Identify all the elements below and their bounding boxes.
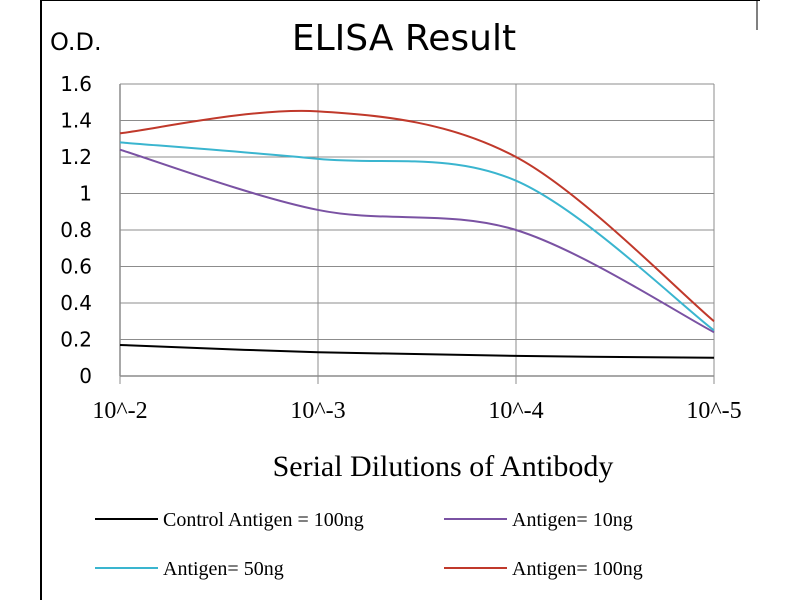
y-tick-label: 0.4 bbox=[60, 291, 92, 315]
y-tick-label: 1.6 bbox=[60, 72, 92, 96]
y-tick-label: 0 bbox=[79, 364, 92, 388]
series-line-0 bbox=[119, 343, 715, 359]
y-axis-label: O.D. bbox=[50, 28, 102, 56]
legend: Control Antigen = 100ng Antigen= 10ng Anti… bbox=[95, 509, 643, 580]
series-line-2 bbox=[119, 141, 715, 332]
series-lines bbox=[119, 109, 715, 359]
x-tick-labels: 10^-2 10^-3 10^-4 10^-5 bbox=[92, 398, 741, 424]
x-tick-label: 10^-5 bbox=[686, 398, 741, 424]
y-tick-label: 0.8 bbox=[60, 218, 92, 242]
y-tick-label: 0.6 bbox=[60, 255, 92, 279]
y-tick-labels: 0 0.2 0.4 0.6 0.8 1 1.2 1.4 1.6 bbox=[60, 72, 92, 388]
x-tick-label: 10^-2 bbox=[92, 398, 147, 424]
grid-lines bbox=[119, 83, 715, 384]
x-tick-label: 10^-3 bbox=[290, 398, 345, 424]
legend-label-0: Control Antigen = 100ng bbox=[163, 509, 364, 531]
legend-label-3: Antigen= 100ng bbox=[512, 558, 643, 580]
series-line-3 bbox=[119, 109, 715, 323]
chart-title: ELISA Result bbox=[292, 18, 516, 59]
legend-label-1: Antigen= 10ng bbox=[512, 509, 633, 531]
y-tick-label: 1.4 bbox=[60, 109, 92, 133]
x-tick-label: 10^-4 bbox=[488, 398, 543, 424]
legend-label-2: Antigen= 50ng bbox=[163, 558, 284, 580]
y-tick-label: 1.2 bbox=[60, 145, 92, 169]
x-axis-label: Serial Dilutions of Antibody bbox=[273, 450, 614, 483]
series-line-1 bbox=[119, 148, 715, 334]
y-tick-label: 1 bbox=[79, 182, 92, 206]
y-tick-label: 0.2 bbox=[60, 328, 92, 352]
